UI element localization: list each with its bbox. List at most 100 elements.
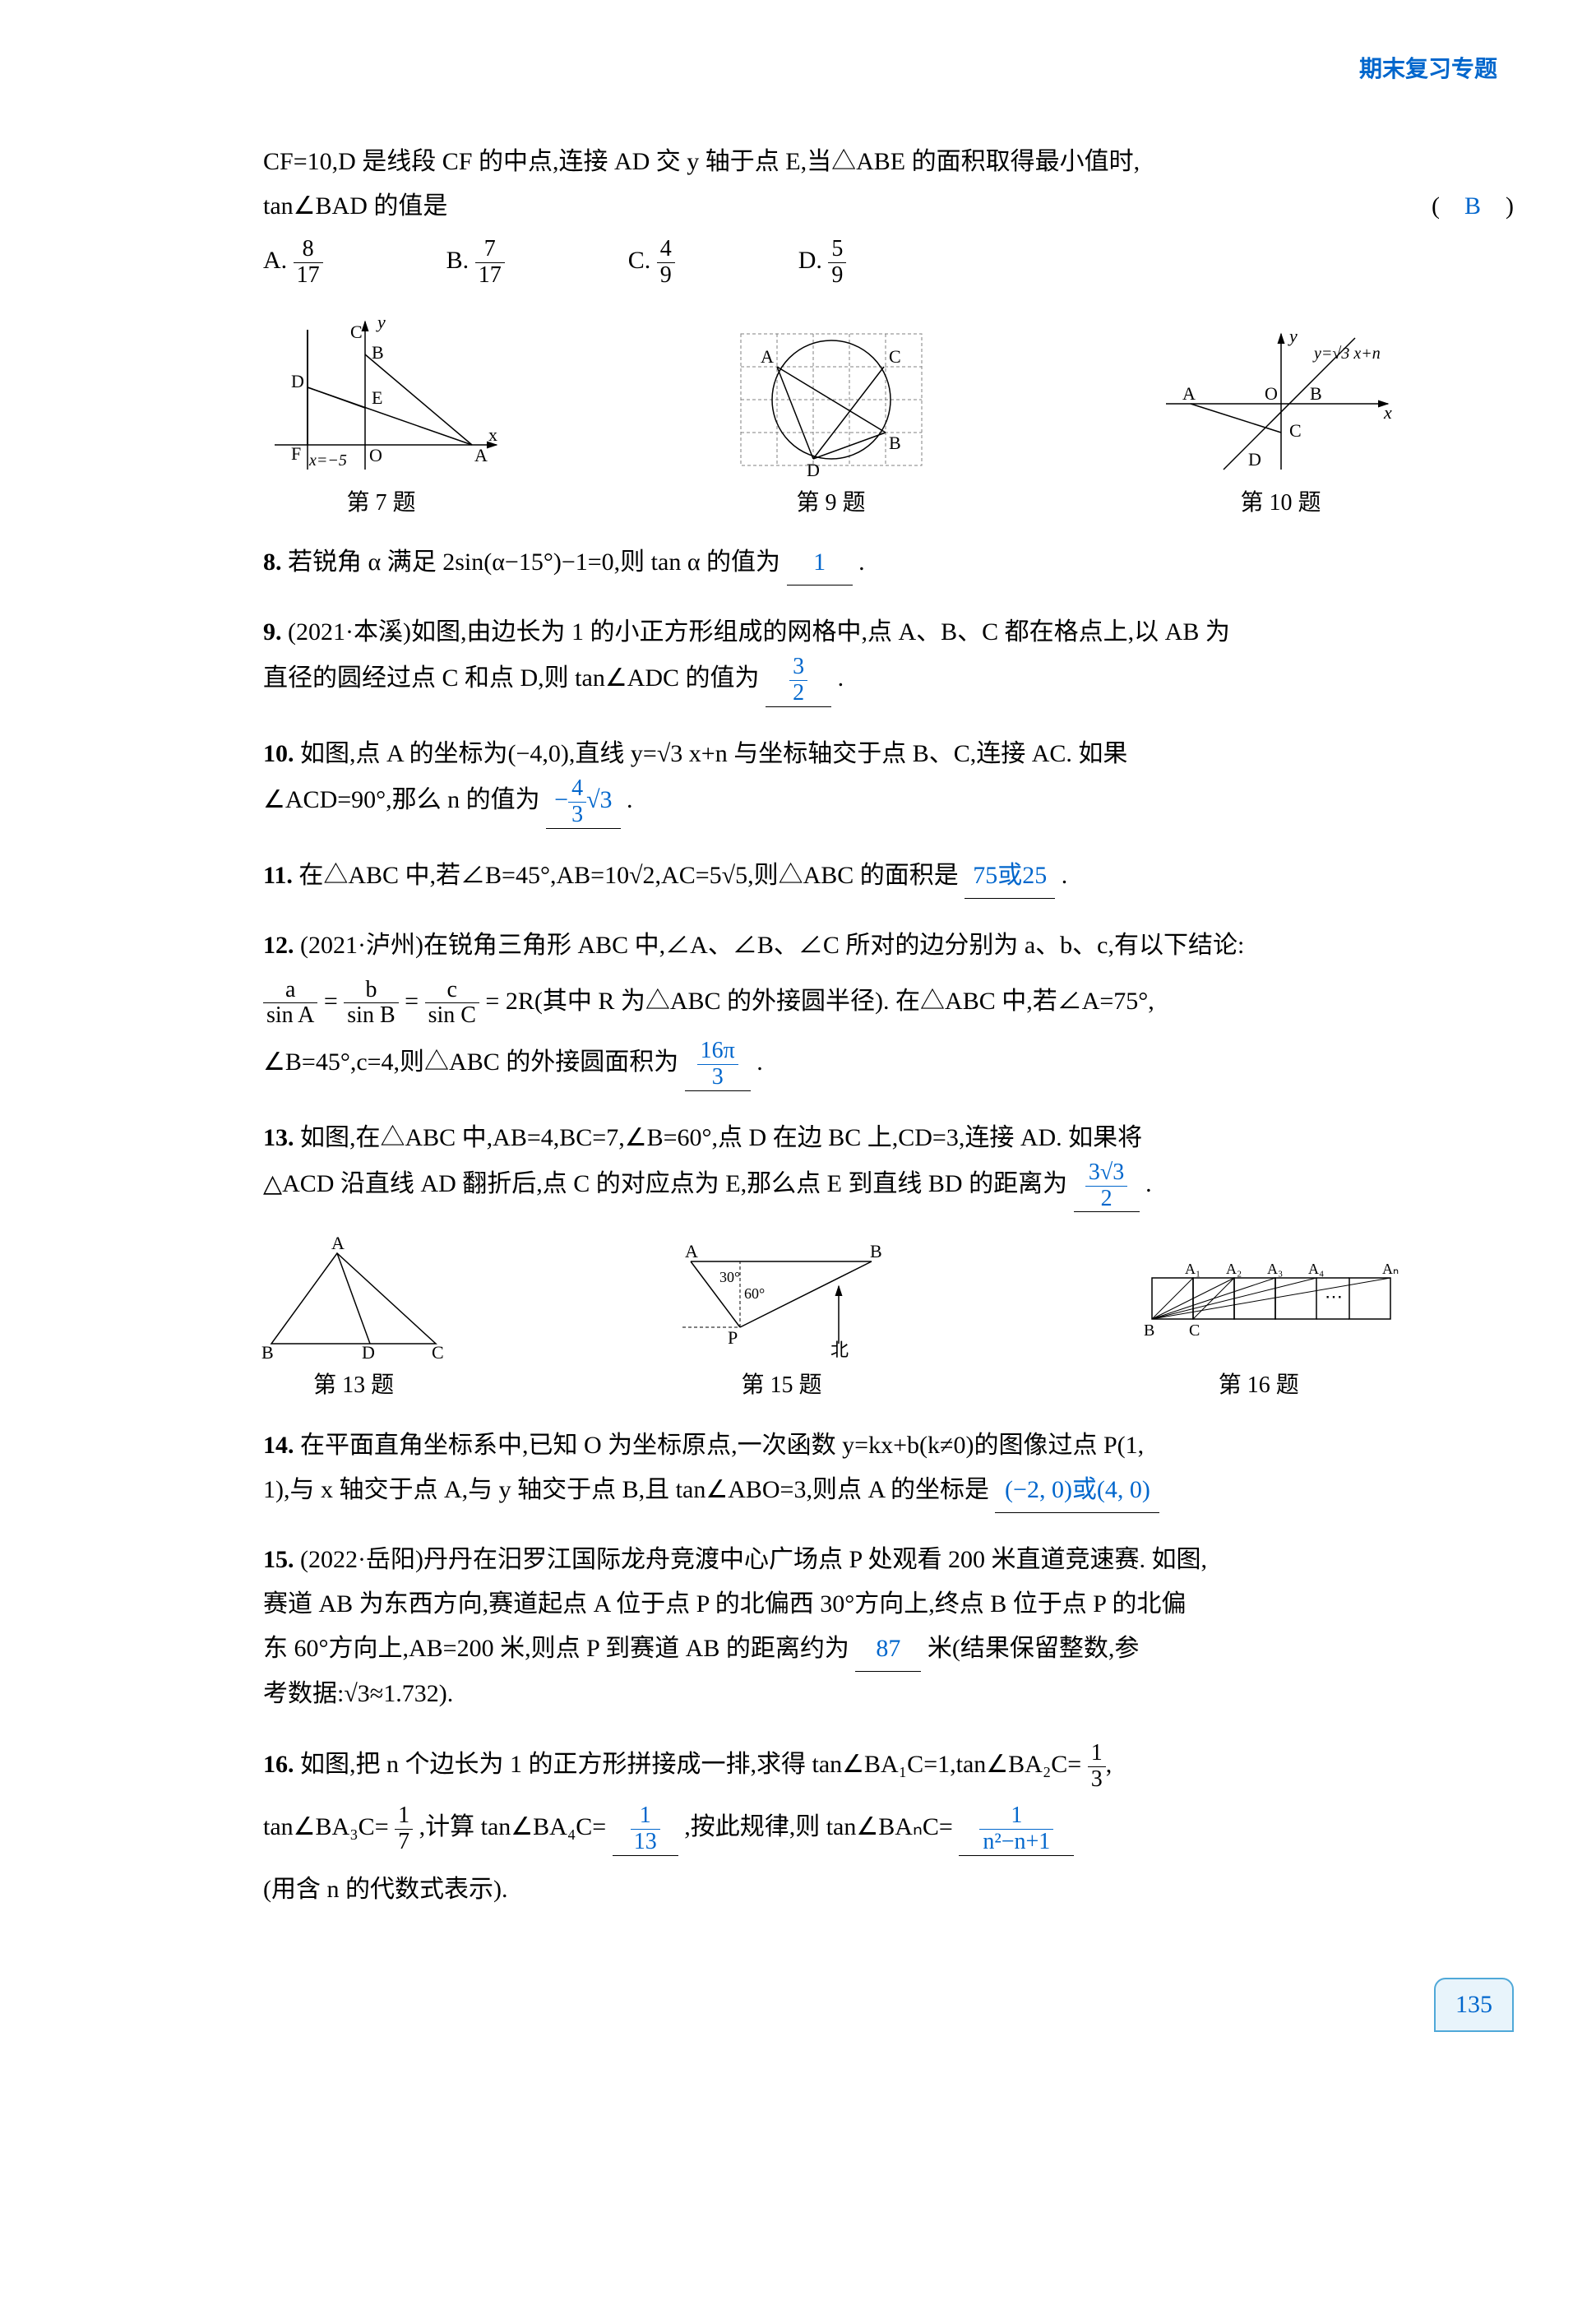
q13-line2: △ACD 沿直线 AD 翻折后,点 C 的对应点为 E,那么点 E 到直线 BD…: [263, 1170, 1067, 1197]
figure-16: A₁ A₂ A₃ A₄ Aₙ ⋯ B C 第 16 题: [1103, 1253, 1415, 1406]
fig10-eq: y=√3 x+n: [1312, 345, 1381, 363]
q15-answer: 87: [855, 1627, 921, 1672]
figure-9-svg: A C B D: [724, 322, 938, 478]
q14-line2: 1),与 x 轴交于点 A,与 y 轴交于点 B,且 tan∠ABO=3,则点 …: [263, 1476, 989, 1503]
q9-ans-num: 3: [789, 655, 807, 681]
q10-num: 10.: [263, 740, 294, 767]
problem-8: 8. 若锐角 α 满足 2sin(α−15°)−1=0,则 tan α 的值为 …: [148, 540, 1514, 586]
q10-answer: −43√3: [546, 776, 620, 829]
fig9-caption: 第 9 题: [724, 483, 938, 524]
q8-answer: 1: [787, 540, 853, 586]
figure-13: A B D C 第 13 题: [247, 1237, 460, 1406]
page-header: 期末复习专题: [148, 49, 1497, 90]
fig15-P: P: [728, 1327, 738, 1348]
q16-answer2: 1n²−n+1: [959, 1803, 1074, 1856]
fig15-a60: 60°: [744, 1285, 765, 1302]
fig16-A2: A₂: [1226, 1261, 1242, 1277]
fig10-y: y: [1288, 326, 1298, 346]
figures-row-1: C B D E F O A x y x=−5 第 7 题 A: [148, 313, 1514, 524]
q12-num: 12.: [263, 932, 294, 959]
q14-num: 14.: [263, 1432, 294, 1459]
fig10-B: B: [1310, 383, 1322, 404]
fig7-caption: 第 7 题: [258, 483, 505, 524]
q12-fa-top: a: [263, 978, 317, 1004]
page-number: 135: [1434, 1978, 1514, 2032]
q16-a2-num: 1: [979, 1803, 1053, 1830]
q10-ans-den: 3: [568, 803, 586, 828]
option-D: D. 59: [798, 237, 847, 289]
fig7-F: F: [291, 443, 301, 464]
q9-line1: (2021·本溪)如图,由边长为 1 的小正方形组成的网格中,点 A、B、C 都…: [288, 618, 1230, 646]
fig16-An: Aₙ: [1382, 1261, 1399, 1277]
q10-period: .: [627, 786, 633, 813]
fig16-dots: ⋯: [1325, 1286, 1343, 1307]
fig16-caption: 第 16 题: [1103, 1365, 1415, 1406]
problem-9: 9. (2021·本溪)如图,由边长为 1 的小正方形组成的网格中,点 A、B、…: [148, 610, 1514, 707]
q14-answer: (−2, 0)或(4, 0): [995, 1468, 1159, 1513]
opt-B-den: 17: [475, 263, 505, 289]
q12-fb-top: b: [344, 978, 398, 1004]
figure-15: A B P 30° 60° 北 第 15 题: [658, 1237, 904, 1406]
q11-period: .: [1062, 862, 1068, 889]
fig15-B: B: [870, 1241, 882, 1261]
q16-f2-num: 1: [395, 1803, 413, 1830]
fig16-C: C: [1189, 1321, 1200, 1340]
problem-7-cont: CF=10,D 是线段 CF 的中点,连接 AD 交 y 轴于点 E,当△ABE…: [148, 140, 1514, 289]
problem-16: 16. 如图,把 n 个边长为 1 的正方形拼接成一排,求得 tan∠BA₁C=…: [148, 1741, 1514, 1912]
q10-line1: 如图,点 A 的坐标为(−4,0),直线 y=√3 x+n 与坐标轴交于点 B、…: [300, 740, 1127, 767]
q16-line2b: ,计算 tan∠BA₄C=: [419, 1814, 607, 1841]
figures-row-2: A B D C 第 13 题 A B P 30° 60° 北 第 15 题: [148, 1237, 1514, 1406]
q10-line2: ∠ACD=90°,那么 n 的值为: [263, 786, 540, 813]
q9-ans-den: 2: [789, 681, 807, 706]
opt-A-den: 17: [294, 263, 323, 289]
fig7-D: D: [291, 371, 304, 391]
q12-fc-bot: sin C: [425, 1003, 479, 1029]
opt-C-num: 4: [657, 237, 675, 263]
opt-D-label: D.: [798, 248, 822, 275]
q10-ans-suffix: √3: [586, 786, 612, 813]
opt-D-den: 9: [828, 263, 846, 289]
q7-line2-left: tan∠BAD 的值是: [263, 192, 447, 220]
fig16-A3: A₃: [1267, 1261, 1283, 1277]
q13-period: .: [1145, 1170, 1152, 1197]
problem-10: 10. 如图,点 A 的坐标为(−4,0),直线 y=√3 x+n 与坐标轴交于…: [148, 732, 1514, 829]
fig10-D: D: [1248, 449, 1261, 470]
option-B: B. 717: [446, 237, 505, 289]
fig16-A4: A₄: [1308, 1261, 1324, 1277]
q15-num: 15.: [263, 1546, 294, 1573]
opt-C-den: 9: [657, 263, 675, 289]
q7-line1: CF=10,D 是线段 CF 的中点,连接 AD 交 y 轴于点 E,当△ABE…: [148, 140, 1514, 184]
opt-A-label: A.: [263, 248, 287, 275]
fig10-x: x: [1383, 402, 1392, 423]
q12-fb-bot: sin B: [344, 1003, 398, 1029]
q12-ans-num: 16π: [697, 1039, 738, 1065]
fig9-D: D: [807, 460, 820, 478]
q11-num: 11.: [263, 862, 293, 889]
q8-text: 若锐角 α 满足 2sin(α−15°)−1=0,则 tan α 的值为: [288, 548, 780, 576]
q16-f1-num: 1: [1088, 1741, 1106, 1767]
fig7-x: x: [488, 424, 497, 445]
q13-ans-den: 2: [1085, 1187, 1127, 1212]
fig9-C: C: [889, 346, 901, 367]
q7-options: A. 817 B. 717 C. 49 D. 59: [263, 237, 1514, 289]
fig7-A: A: [474, 445, 488, 465]
problem-12: 12. (2021·泸州)在锐角三角形 ABC 中,∠A、∠B、∠C 所对的边分…: [148, 923, 1514, 1091]
fig13-A: A: [331, 1237, 345, 1253]
q16-answer1: 113: [613, 1803, 678, 1856]
figure-16-svg: A₁ A₂ A₃ A₄ Aₙ ⋯ B C: [1103, 1253, 1415, 1360]
opt-D-num: 5: [828, 237, 846, 263]
q16-line2c: ,按此规律,则 tan∠BAₙC=: [684, 1814, 953, 1841]
q16-line2a: tan∠BA₃C=: [263, 1814, 389, 1841]
figure-7-svg: C B D E F O A x y x=−5: [258, 313, 505, 478]
figure-15-svg: A B P 30° 60° 北: [658, 1237, 904, 1360]
fig10-A: A: [1182, 383, 1196, 404]
q15-line1: (2022·岳阳)丹丹在汨罗江国际龙舟竞渡中心广场点 P 处观看 200 米直道…: [300, 1546, 1207, 1573]
fig13-C: C: [432, 1342, 444, 1360]
q15-line3a: 东 60°方向上,AB=200 米,则点 P 到赛道 AB 的距离约为: [263, 1635, 849, 1662]
q13-answer: 3√32: [1074, 1160, 1140, 1213]
q9-line2: 直径的圆经过点 C 和点 D,则 tan∠ADC 的值为: [263, 665, 760, 692]
q11-text: 在△ABC 中,若∠B=45°,AB=10√2,AC=5√5,则△ABC 的面积…: [298, 862, 958, 889]
fig13-B: B: [261, 1342, 274, 1360]
problem-13: 13. 如图,在△ABC 中,AB=4,BC=7,∠B=60°,点 D 在边 B…: [148, 1116, 1514, 1213]
figure-7: C B D E F O A x y x=−5 第 7 题: [258, 313, 505, 524]
